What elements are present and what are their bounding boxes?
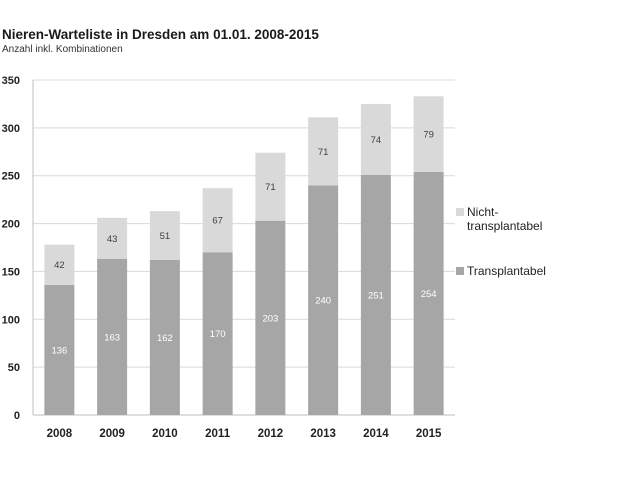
x-tick-label: 2014: [363, 428, 389, 440]
data-label: 42: [54, 260, 65, 271]
legend-swatch: [456, 208, 464, 216]
bar-segment: [202, 252, 233, 415]
data-label: 240: [315, 296, 331, 307]
data-label: 67: [212, 216, 223, 227]
data-label: 170: [210, 329, 226, 340]
x-tick-label: 2013: [310, 428, 336, 440]
x-tick-label: 2009: [99, 428, 125, 440]
bar-segment: [255, 152, 286, 221]
y-tick-label: 50: [8, 362, 20, 374]
bar-segment: [44, 244, 75, 285]
bar-segment: [97, 258, 128, 415]
x-tick-label: 2010: [152, 428, 178, 440]
x-tick-label: 2012: [258, 428, 284, 440]
data-label: 254: [421, 289, 437, 300]
bar-segment: [413, 96, 444, 172]
y-tick-label: 250: [2, 171, 20, 183]
bar-segment: [149, 211, 180, 260]
data-label: 251: [368, 290, 384, 301]
y-tick-label: 350: [2, 75, 20, 87]
bar-segment: [360, 174, 391, 415]
bar-segment: [308, 117, 339, 186]
y-tick-label: 150: [2, 266, 20, 278]
x-tick-label: 2015: [416, 428, 442, 440]
y-tick-label: 300: [2, 123, 20, 135]
legend-label: Nicht-transplantabel: [467, 205, 543, 233]
data-label: 71: [318, 147, 329, 158]
data-label: 163: [104, 332, 120, 343]
data-label: 71: [265, 182, 276, 193]
data-label: 51: [160, 231, 171, 242]
x-tick-label: 2008: [47, 428, 73, 440]
chart-title: Nieren-Warteliste in Dresden am 01.01. 2…: [2, 27, 319, 42]
bar-segment: [202, 188, 233, 253]
bar-segment: [255, 220, 286, 415]
bar-segment: [360, 103, 391, 175]
y-tick-label: 200: [2, 219, 20, 231]
bar-segment: [149, 259, 180, 415]
legend-swatch: [456, 267, 464, 275]
bar-segment: [308, 185, 339, 415]
x-tick-label: 2011: [205, 428, 231, 440]
legend-label: Transplantabel: [467, 264, 546, 278]
data-label: 74: [371, 135, 382, 146]
bar-segment: [44, 284, 75, 415]
data-label: 136: [51, 345, 67, 356]
bar-segment: [97, 217, 128, 259]
data-label: 79: [423, 130, 434, 141]
chart-subtitle: Anzahl inkl. Kombinationen: [2, 44, 123, 55]
y-tick-label: 100: [2, 314, 20, 326]
data-label: 203: [262, 313, 278, 324]
y-tick-label: 0: [14, 410, 20, 422]
data-label: 162: [157, 333, 173, 344]
data-label: 43: [107, 234, 118, 245]
bar-segment: [413, 171, 444, 415]
